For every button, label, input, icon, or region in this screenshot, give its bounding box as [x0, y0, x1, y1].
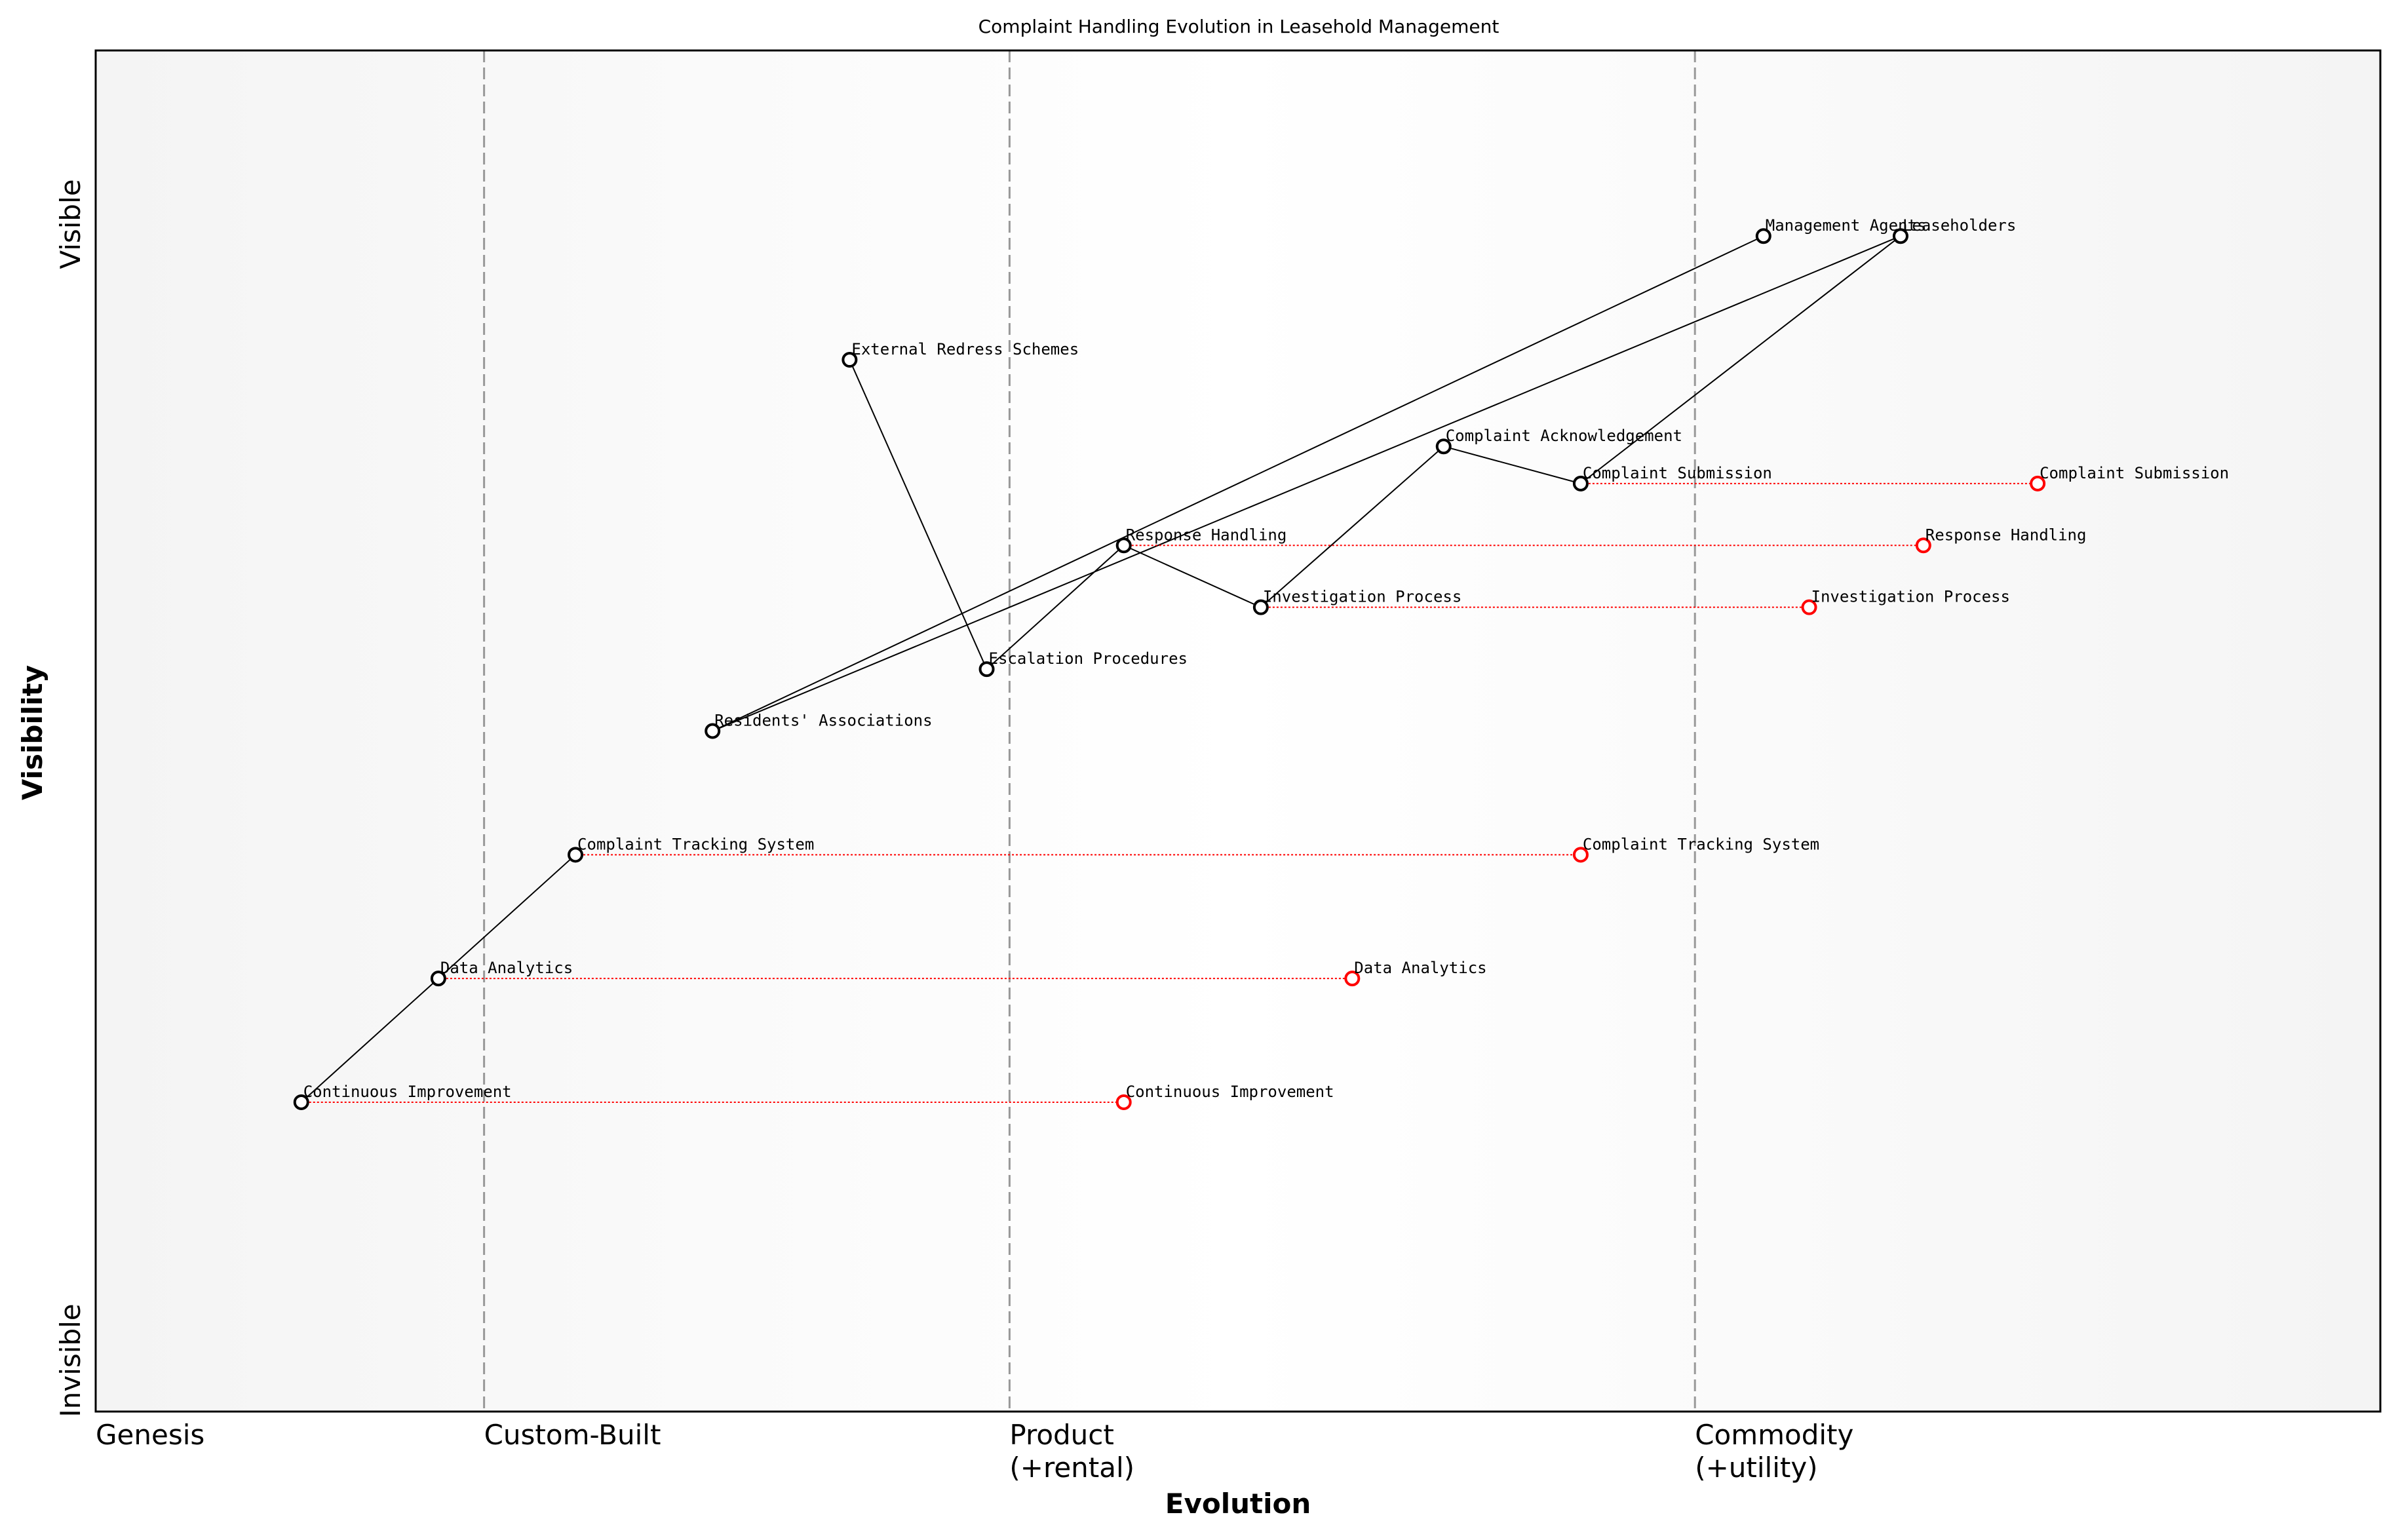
component-label: Complaint Acknowledgement — [1446, 427, 1682, 445]
link-line — [849, 359, 988, 670]
component-point — [1252, 599, 1269, 615]
component-point — [1755, 228, 1771, 244]
component-label: Management Agents — [1766, 216, 1927, 235]
component-label: Complaint Submission — [1583, 464, 1772, 482]
component-point — [1892, 228, 1908, 244]
x-axis-title: Evolution — [1165, 1488, 1311, 1520]
link-line — [1260, 446, 1444, 608]
visibility-top-label: Visible — [54, 179, 87, 269]
stage-label: Custom-Built — [484, 1419, 661, 1451]
component-label: Escalation Procedures — [989, 649, 1188, 668]
evolved-point — [1572, 847, 1589, 863]
component-point — [978, 661, 995, 678]
component-point — [293, 1094, 309, 1110]
evolved-label: Complaint Tracking System — [1583, 835, 1819, 853]
evolved-point — [1915, 537, 1931, 554]
stage-label: Commodity — [1695, 1419, 1853, 1451]
component-label: Investigation Process — [1263, 588, 1461, 606]
component-point — [1572, 475, 1589, 491]
component-label: External Redress Schemes — [851, 340, 1079, 358]
component-label: Residents' Associations — [714, 712, 932, 730]
link-line — [986, 545, 1125, 670]
component-point — [1435, 438, 1452, 455]
component-label: Leaseholders — [1903, 216, 2016, 235]
component-point — [1115, 537, 1132, 554]
evolved-point — [1115, 1094, 1132, 1110]
evolved-label: Continuous Improvement — [1126, 1083, 1334, 1101]
link-line — [712, 235, 1901, 732]
stage-label: Genesis — [96, 1419, 204, 1451]
component-label: Continuous Improvement — [303, 1083, 512, 1101]
evolved-point — [1344, 971, 1361, 987]
component-label: Complaint Tracking System — [577, 835, 814, 853]
evolved-label: Complaint Submission — [2040, 464, 2229, 482]
component-label: Response Handling — [1126, 526, 1287, 544]
stage-dividers — [483, 50, 1696, 1412]
stage-label: (+utility) — [1695, 1452, 1817, 1484]
component-point — [842, 352, 858, 368]
component-point — [705, 723, 721, 739]
plot-background — [96, 50, 2380, 1412]
link-line — [712, 235, 1764, 732]
evolved-label: Investigation Process — [1811, 588, 2010, 606]
link-line — [301, 978, 439, 1103]
evolved-label: Data Analytics — [1354, 959, 1486, 977]
link-line — [1580, 235, 1901, 484]
component-point — [430, 971, 446, 987]
value-chain-links — [301, 235, 1901, 1103]
link-line — [1443, 446, 1581, 484]
stage-labels: Genesis Custom-Built Product(+rental) Commo… — [96, 1419, 1853, 1484]
visibility-bottom-label: Invisible — [54, 1303, 87, 1417]
evolution-lines — [301, 482, 2038, 1103]
link-line — [1123, 545, 1262, 608]
component-label: Data Analytics — [440, 959, 573, 977]
plot-frame — [94, 49, 2382, 1413]
y-axis-title: Visibility — [16, 665, 48, 800]
component-points — [293, 228, 2046, 1110]
component-point — [568, 847, 584, 863]
evolved-label: Response Handling — [1926, 526, 2087, 544]
link-line — [438, 854, 576, 979]
evolved-point — [1801, 599, 1817, 615]
chart-title: Complaint Handling Evolution in Leasehol… — [978, 16, 1500, 37]
stage-label: Product — [1009, 1419, 1113, 1451]
stage-label: (+rental) — [1009, 1452, 1134, 1484]
evolved-point — [2030, 475, 2046, 491]
